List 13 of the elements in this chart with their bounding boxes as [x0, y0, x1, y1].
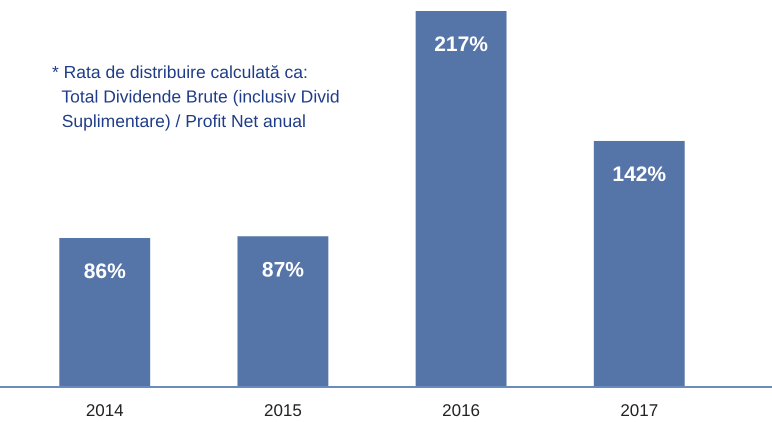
x-tick-label: 2014	[86, 401, 124, 420]
x-tick-label: 2017	[620, 401, 658, 420]
bar	[59, 238, 150, 387]
x-tick-label: 2016	[442, 401, 480, 420]
data-label: 142%	[612, 162, 666, 186]
x-tick-label: 2015	[264, 401, 302, 420]
data-label: 87%	[262, 258, 304, 282]
data-label: 217%	[434, 33, 488, 56]
bar	[594, 140, 685, 387]
bar	[237, 236, 328, 387]
data-label: 86%	[84, 260, 126, 283]
annotation: * Rata de distribuire calculată ca: Total Dividende Brute (inclusiv Divid Suplimentare) / Profit Net anual	[52, 62, 340, 131]
bar	[416, 11, 507, 387]
